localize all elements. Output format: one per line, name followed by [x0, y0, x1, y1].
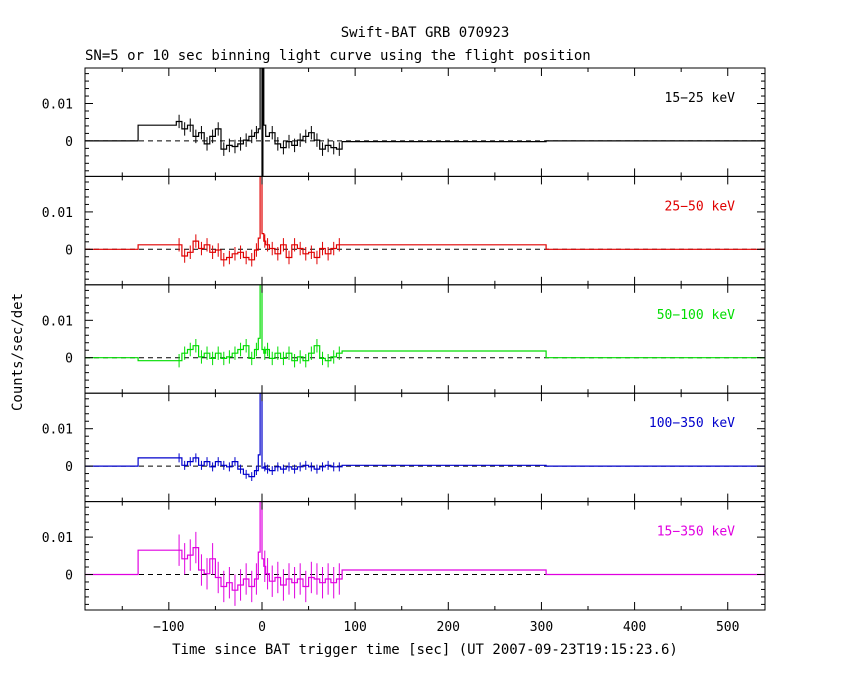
panel-5: 0 0.01 15−350 keV −100 0 100 200 300 400 500: [42, 501, 766, 635]
panel-frame: [84, 284, 766, 394]
x-tick-label: 500: [716, 620, 739, 635]
y-tick-label: 0.01: [42, 98, 73, 113]
y-tick-label: 0: [65, 568, 73, 583]
y-tick-label: 0.01: [42, 531, 73, 546]
x-tick-label: 300: [530, 620, 553, 635]
energy-band-label: 15−25 keV: [665, 91, 736, 106]
panel-frame: [84, 501, 766, 611]
panel-data: [85, 176, 765, 267]
panel-1: 0 0.01 15−25 keV: [42, 67, 766, 177]
energy-band-label: 50−100 keV: [657, 308, 735, 323]
light-curve-step: [85, 68, 765, 177]
y-tick-label: 0: [65, 135, 73, 150]
x-tick-label: −100: [153, 620, 184, 635]
light-curve-step: [85, 176, 765, 261]
x-tick-label: 100: [343, 620, 366, 635]
light-curve-step: [85, 501, 765, 591]
panels-group: 0 0.01 15−25 keV 0 0.01 25−50 keV 0 0.01 50−100 …: [42, 67, 766, 635]
y-axis-label: Counts/sec/det: [10, 293, 26, 411]
panel-2: 0 0.01 25−50 keV: [42, 175, 766, 286]
y-tick-label: 0.01: [42, 206, 73, 221]
energy-band-label: 25−50 keV: [665, 199, 736, 214]
y-tick-label: 0: [65, 460, 73, 475]
panel-4: 0 0.01 100−350 keV: [42, 392, 766, 503]
chart-title: Swift-BAT GRB 070923: [341, 25, 510, 41]
x-tick-label: 200: [437, 620, 460, 635]
panel-frame: [84, 392, 766, 503]
y-tick-label: 0: [65, 352, 73, 367]
y-tick-label: 0.01: [42, 423, 73, 438]
y-tick-label: 0: [65, 243, 73, 258]
panel-data: [85, 68, 765, 177]
panel-data: [85, 393, 765, 482]
panel-3: 0 0.01 50−100 keV: [42, 284, 766, 394]
panel-data: [85, 284, 765, 368]
x-axis-label: Time since BAT trigger time [sec] (UT 20…: [172, 642, 678, 658]
chart-subtitle: SN=5 or 10 sec binning light curve using…: [85, 48, 591, 64]
light-curve-step: [85, 393, 765, 478]
energy-band-label: 100−350 keV: [649, 416, 735, 431]
panel-frame: [84, 67, 766, 177]
x-tick-label: 400: [623, 620, 646, 635]
energy-band-label: 15−350 keV: [657, 525, 735, 540]
panel-frame: [84, 175, 766, 286]
x-tick-label: 0: [258, 620, 266, 635]
panel-data: [85, 501, 765, 606]
y-tick-label: 0.01: [42, 314, 73, 329]
